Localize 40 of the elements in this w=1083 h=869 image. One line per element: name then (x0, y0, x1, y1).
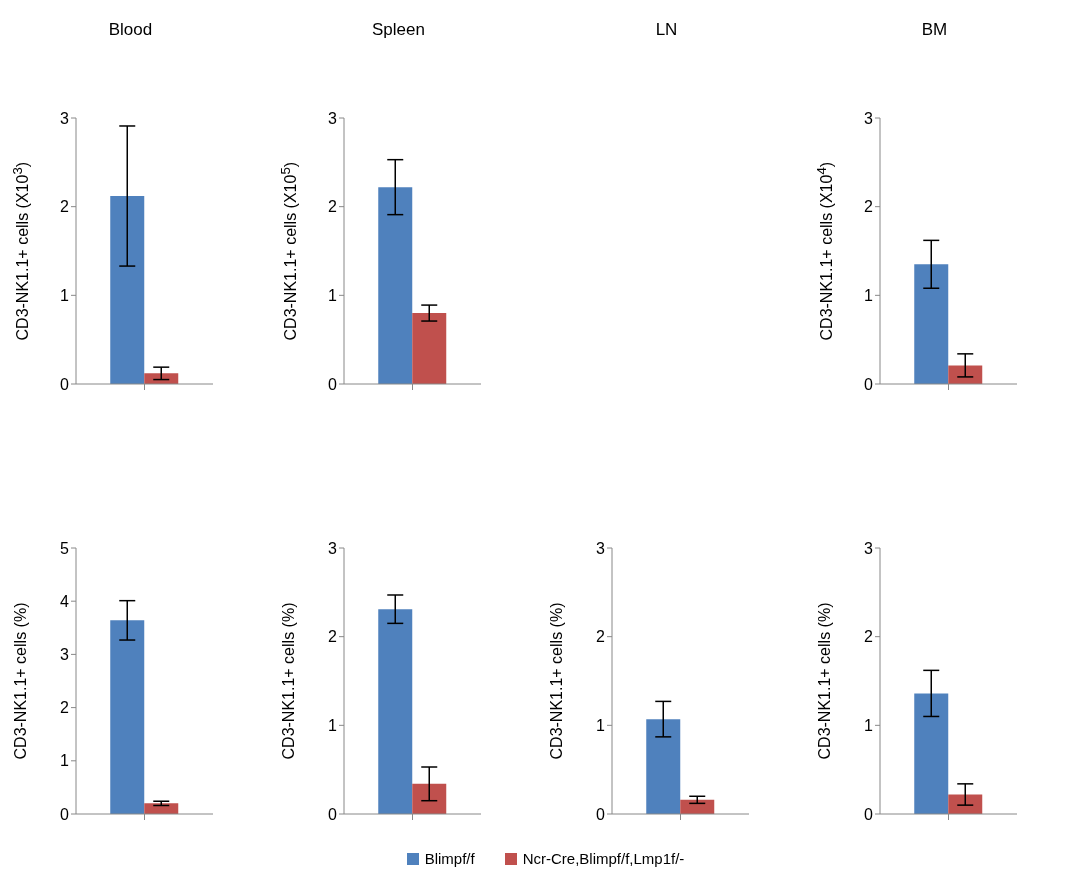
y-tick-label: 3 (864, 109, 874, 127)
y-tick-label: 1 (328, 717, 338, 735)
y-tick-label: 1 (328, 287, 338, 305)
y-tick-label: 1 (60, 287, 70, 305)
y-axis-title: CD3-NK1.1+ cells (%) (548, 602, 566, 760)
y-tick-label: 2 (60, 699, 70, 717)
y-tick-label: 0 (60, 805, 70, 823)
y-tick-label: 2 (328, 628, 338, 646)
y-tick-label: 0 (864, 805, 874, 823)
legend-label: Blimpf/f (424, 850, 475, 867)
chart-title: Spleen (371, 20, 426, 40)
y-axis-title: CD3-NK1.1+ cells (%) (280, 602, 298, 760)
y-tick-label: 1 (864, 287, 874, 305)
y-tick-label: 0 (864, 375, 874, 393)
y-tick-label: 1 (864, 717, 874, 735)
legend-label: Ncr-Cre,Blimpf/f,Lmp1f/- (522, 850, 685, 867)
y-tick-label: 0 (60, 375, 70, 393)
chart-title: BM (920, 20, 949, 40)
y-tick-label: 2 (328, 198, 338, 216)
y-tick-label: 3 (60, 646, 70, 664)
y-tick-label: 3 (328, 539, 338, 557)
y-tick-label: 2 (596, 628, 606, 646)
y-axis-title: CD3-NK1.1+ cells (%) (12, 602, 30, 760)
chart-title: Blood (107, 20, 154, 40)
y-tick-label: 3 (864, 539, 874, 557)
chart-title: LN (654, 20, 679, 40)
y-tick-label: 3 (60, 109, 70, 127)
y-tick-label: 1 (60, 752, 70, 770)
y-tick-label: 5 (60, 539, 70, 557)
y-axis-title: CD3-NK1.1+ cells (%) (816, 602, 834, 760)
y-tick-label: 1 (596, 717, 606, 735)
y-tick-label: 3 (328, 109, 338, 127)
y-tick-label: 0 (328, 375, 338, 393)
y-tick-label: 2 (864, 628, 874, 646)
y-tick-label: 2 (60, 198, 70, 216)
y-tick-label: 4 (60, 592, 70, 610)
y-tick-label: 3 (596, 539, 606, 557)
y-tick-label: 2 (864, 198, 874, 216)
y-tick-label: 0 (596, 805, 606, 823)
y-tick-label: 0 (328, 805, 338, 823)
